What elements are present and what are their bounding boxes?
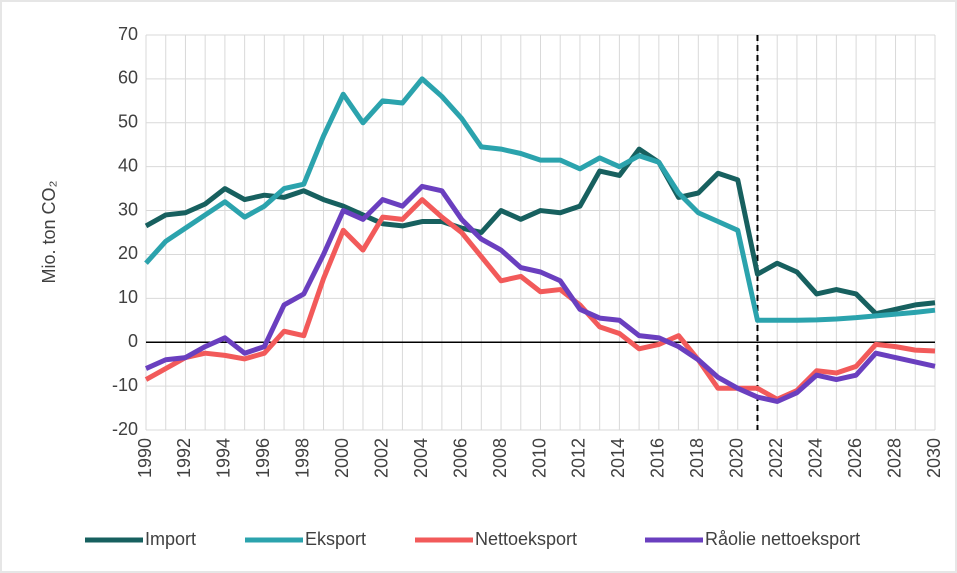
legend-label: Råolie nettoeksport	[705, 529, 860, 549]
x-tick-label: 2004	[411, 438, 431, 478]
series-line	[144, 183, 936, 404]
y-tick-label: 10	[118, 287, 138, 307]
series-line	[144, 76, 936, 323]
y-tick-label: -10	[112, 375, 138, 395]
legend-label: Import	[145, 529, 196, 549]
x-tick-label: 2022	[766, 438, 786, 478]
x-tick-label: 1998	[293, 438, 313, 478]
y-axis-label: Mio. ton CO₂	[39, 180, 59, 283]
x-tick-label: 1992	[174, 438, 194, 478]
x-tick-label: 2002	[371, 438, 391, 478]
x-tick-label: 2020	[727, 438, 747, 478]
y-tick-label: 0	[128, 331, 138, 351]
legend-label: Nettoeksport	[475, 529, 577, 549]
x-tick-label: 2008	[490, 438, 510, 478]
x-tick-label: 1994	[214, 438, 234, 478]
y-tick-label: 20	[118, 243, 138, 263]
legend-label: Eksport	[305, 529, 366, 549]
y-tick-label: 40	[118, 155, 138, 175]
y-tick-label: 50	[118, 112, 138, 132]
x-tick-label: 2028	[884, 438, 904, 478]
x-tick-label: 2030	[924, 438, 944, 478]
x-tick-label: 2000	[332, 438, 352, 478]
x-tick-label: 2018	[687, 438, 707, 478]
x-tick-label: 1990	[135, 438, 155, 478]
x-tick-label: 2014	[608, 438, 628, 478]
y-tick-label: 70	[118, 24, 138, 44]
x-tick-label: 2010	[529, 438, 549, 478]
x-tick-label: 2006	[450, 438, 470, 478]
x-tick-label: 2024	[805, 438, 825, 478]
x-tick-label: 1996	[253, 438, 273, 478]
x-tick-label: 2016	[648, 438, 668, 478]
x-tick-label: 2026	[845, 438, 865, 478]
y-tick-label: -20	[112, 419, 138, 439]
x-tick-label: 2012	[569, 438, 589, 478]
y-tick-label: 60	[118, 68, 138, 88]
y-tick-label: 30	[118, 199, 138, 219]
